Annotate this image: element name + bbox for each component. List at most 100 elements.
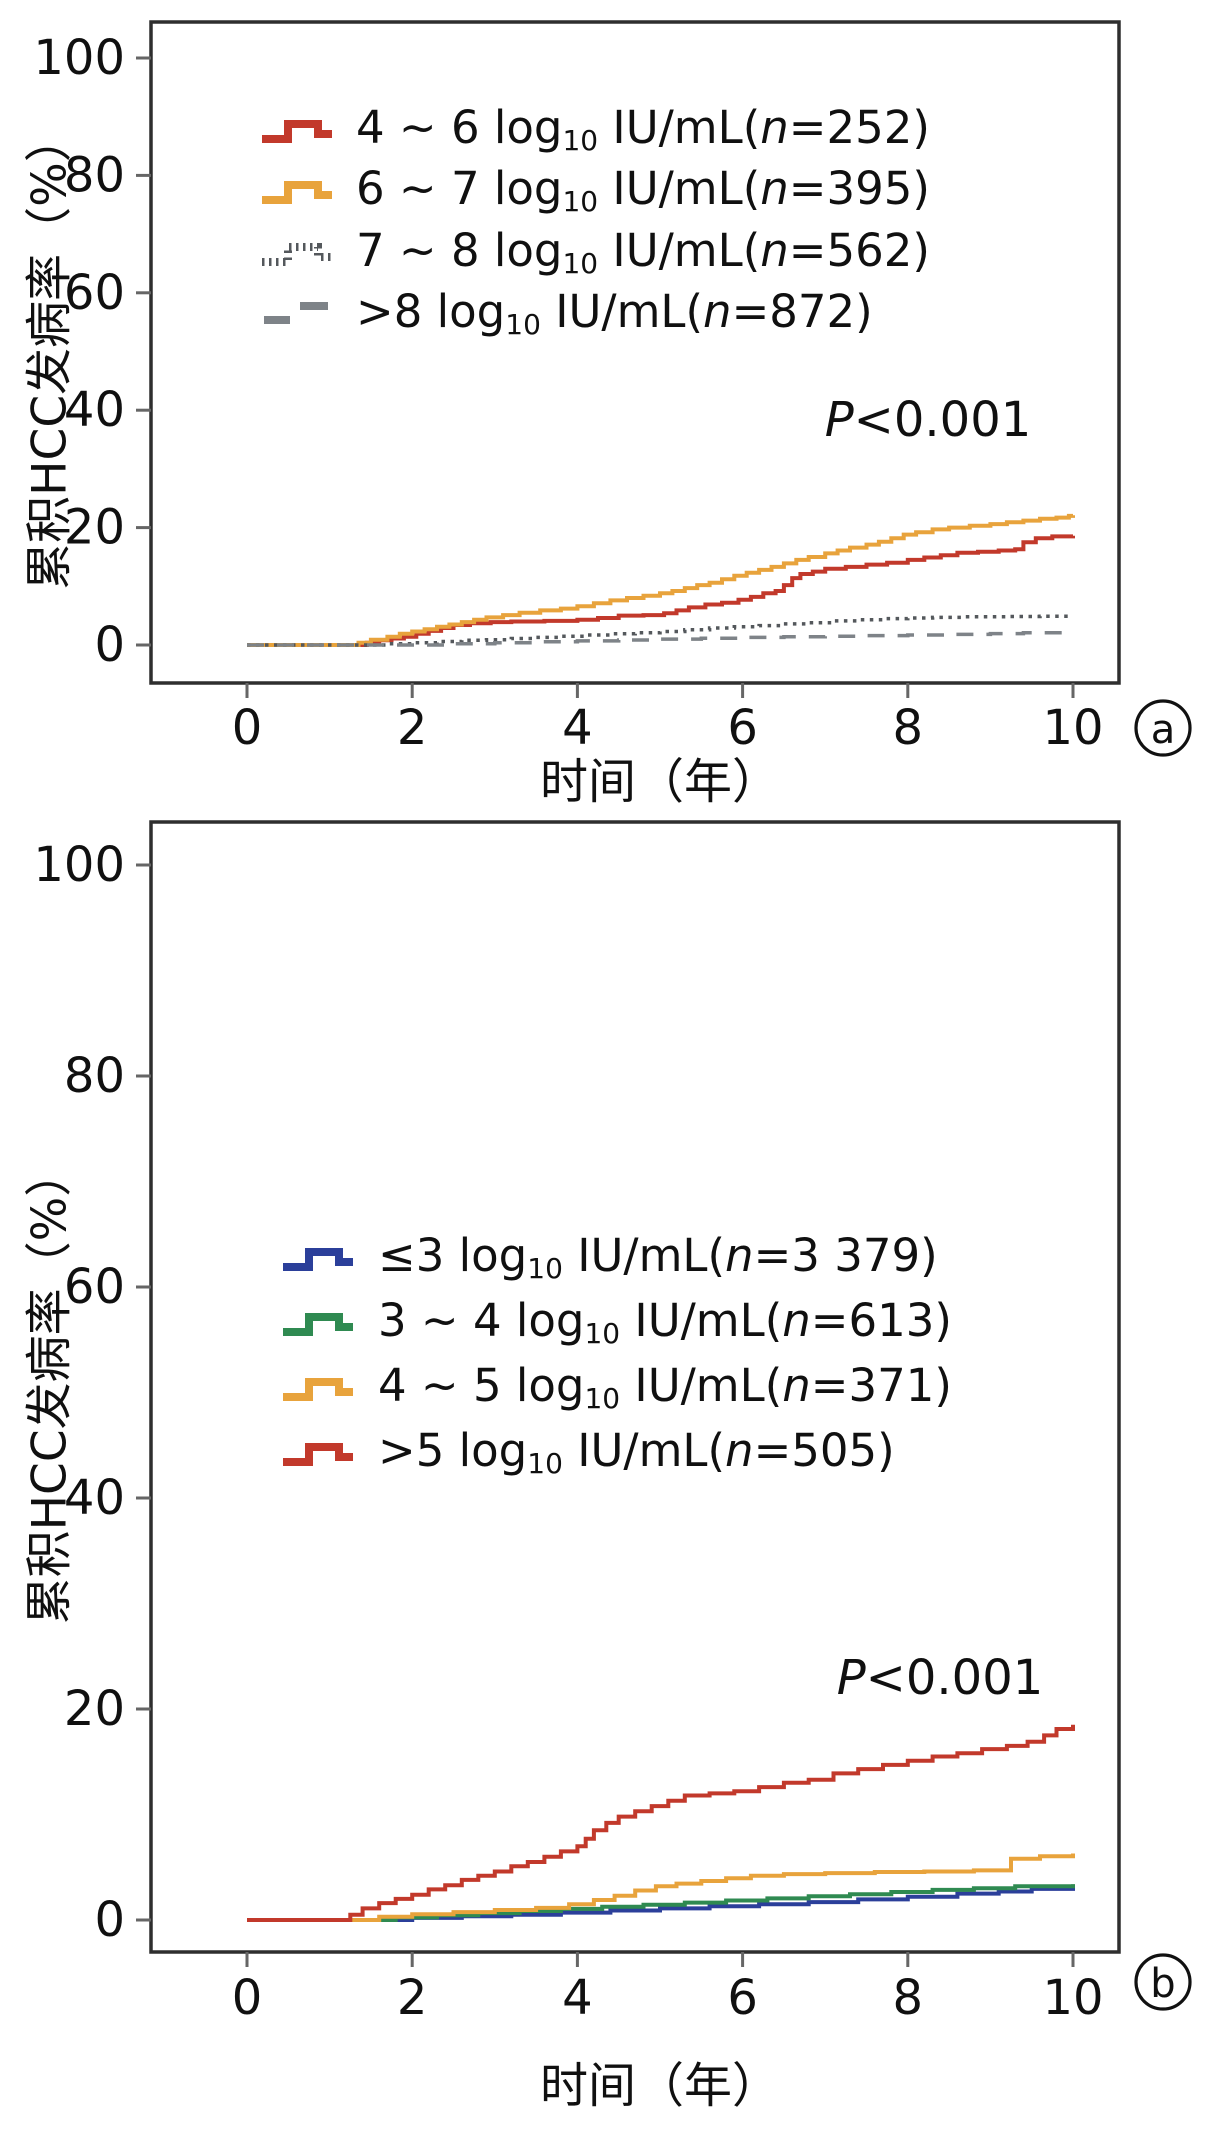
legend-label: 3 ~ 4 log10 IU/mL(n=613)	[378, 1294, 952, 1350]
tspan: n	[760, 162, 789, 215]
tspan: IU/mL(	[598, 224, 760, 277]
x-tick-label: 10	[1042, 700, 1103, 756]
series-hbv-4-6	[247, 534, 1075, 647]
y-tick-label: 80	[64, 1048, 125, 1104]
tspan: 10	[527, 1447, 563, 1480]
tspan: 10	[562, 247, 598, 280]
legend-label: 4 ~ 5 log10 IU/mL(n=371)	[378, 1359, 952, 1415]
legend-marker-step-line	[283, 1378, 353, 1401]
p-value-annotation: P<0.001	[837, 1650, 1044, 1706]
series-hbv-7-8	[247, 614, 1073, 647]
legend-label: 4 ~ 6 log10 IU/mL(n=252)	[356, 101, 930, 157]
tspan: IU/mL(	[598, 101, 760, 154]
legend-marker-step-line	[262, 181, 332, 204]
tspan: =252)	[789, 101, 930, 154]
tspan: IU/mL(	[598, 162, 760, 215]
tspan: IU/mL(	[620, 1359, 782, 1412]
tspan: 6 ~ 7 log	[356, 162, 562, 215]
tspan: <0.001	[854, 392, 1032, 448]
plot-border	[149, 20, 1121, 685]
tspan: IU/mL(	[541, 285, 703, 338]
tspan: ≤3 log	[378, 1229, 527, 1282]
panel-b: 0 20 40 60 80 100 0 2 4 6 8 10 累积HCC发病率（%） 时间（年） ≤3 lo…	[23, 820, 1192, 2114]
tspan: P	[837, 1650, 866, 1706]
tspan: IU/mL(	[620, 1294, 782, 1347]
tspan: n	[760, 101, 789, 154]
series-hbv-gt5	[247, 1724, 1075, 1922]
series-hbv-3-4	[247, 1884, 1075, 1922]
x-axis-title: 时间（年）	[540, 2058, 780, 2114]
tspan: IU/mL(	[563, 1229, 725, 1282]
panel-badge-circle	[1134, 699, 1192, 757]
x-tick-label: 2	[397, 700, 428, 756]
tspan: 10	[562, 124, 598, 157]
x-tick-label: 4	[562, 700, 593, 756]
legend-marker-step-line	[262, 243, 332, 266]
series-hbv-6-7	[247, 513, 1075, 647]
tspan: 10	[584, 1317, 620, 1350]
tspan: n	[782, 1359, 811, 1412]
legend-marker-step-line	[283, 1313, 353, 1336]
tspan: 10	[527, 1252, 563, 1285]
y-tick-label: 40	[64, 1470, 125, 1526]
y-tick-label: 80	[64, 147, 125, 203]
legend-marker-step-line	[262, 120, 332, 143]
legend-label: >8 log10 IU/mL(n=872)	[356, 285, 873, 341]
tspan: n	[725, 1229, 754, 1282]
x-tick-label: 0	[232, 1970, 263, 2026]
x-tick-label: 0	[232, 700, 263, 756]
x-tick-label: 8	[893, 1970, 924, 2026]
tspan: 10	[562, 185, 598, 218]
plot-border	[149, 820, 1121, 1954]
legend-marker-step-line	[283, 1248, 353, 1271]
legend-marker-step-line	[283, 1443, 353, 1466]
y-tick-label: 0	[94, 617, 125, 673]
series-hbv-4-5	[247, 1853, 1075, 1922]
y-tick-label: 40	[64, 382, 125, 438]
y-tick-label: 20	[64, 1681, 125, 1737]
tspan: <0.001	[866, 1650, 1044, 1706]
panel-badge-letter: a	[1151, 707, 1176, 753]
y-axis-title: 累积HCC发病率（%）	[23, 115, 78, 590]
tspan: >5 log	[378, 1424, 527, 1477]
tspan: 10	[505, 308, 541, 341]
tspan: P	[825, 392, 854, 448]
panel-a: 0 20 40 60 80 100 0 2 4 6 8 10 累积HCC发病率（%） 时间（年） 4 ~ 6…	[23, 20, 1192, 810]
y-tick-label: 100	[33, 837, 125, 893]
panel-badge-circle	[1134, 1953, 1192, 2011]
y-tick-label: 60	[64, 265, 125, 321]
panel-badge-letter: b	[1150, 1961, 1175, 2007]
tspan: >8 log	[356, 285, 505, 338]
legend-label: ≤3 log10 IU/mL(n=3 379)	[378, 1229, 938, 1285]
tspan: 7 ~ 8 log	[356, 224, 562, 277]
tspan: =371)	[811, 1359, 952, 1412]
x-tick-label: 6	[727, 1970, 758, 2026]
tspan: IU/mL(	[563, 1424, 725, 1477]
tspan: 10	[584, 1382, 620, 1415]
tspan: =562)	[789, 224, 930, 277]
tspan: 4 ~ 5 log	[378, 1359, 584, 1412]
x-tick-label: 6	[727, 700, 758, 756]
series-hbv-gt8	[247, 630, 1075, 647]
legend-marker-dashed-line	[264, 302, 328, 324]
legend-label: 6 ~ 7 log10 IU/mL(n=395)	[356, 162, 930, 218]
tspan: n	[760, 224, 789, 277]
tspan: n	[782, 1294, 811, 1347]
legend-label: >5 log10 IU/mL(n=505)	[378, 1424, 895, 1480]
tspan: n	[703, 285, 732, 338]
x-tick-label: 4	[562, 1970, 593, 2026]
tspan: 4 ~ 6 log	[356, 101, 562, 154]
y-axis-title: 累积HCC发病率（%）	[23, 1150, 78, 1625]
x-tick-label: 2	[397, 1970, 428, 2026]
tspan: =3 379)	[754, 1229, 938, 1282]
tspan: =613)	[811, 1294, 952, 1347]
x-tick-label: 8	[893, 700, 924, 756]
y-tick-label: 20	[64, 500, 125, 556]
tspan: 3 ~ 4 log	[378, 1294, 584, 1347]
tspan: =395)	[789, 162, 930, 215]
y-tick-label: 0	[94, 1892, 125, 1948]
legend-label: 7 ~ 8 log10 IU/mL(n=562)	[356, 224, 930, 280]
y-tick-label: 100	[33, 30, 125, 86]
